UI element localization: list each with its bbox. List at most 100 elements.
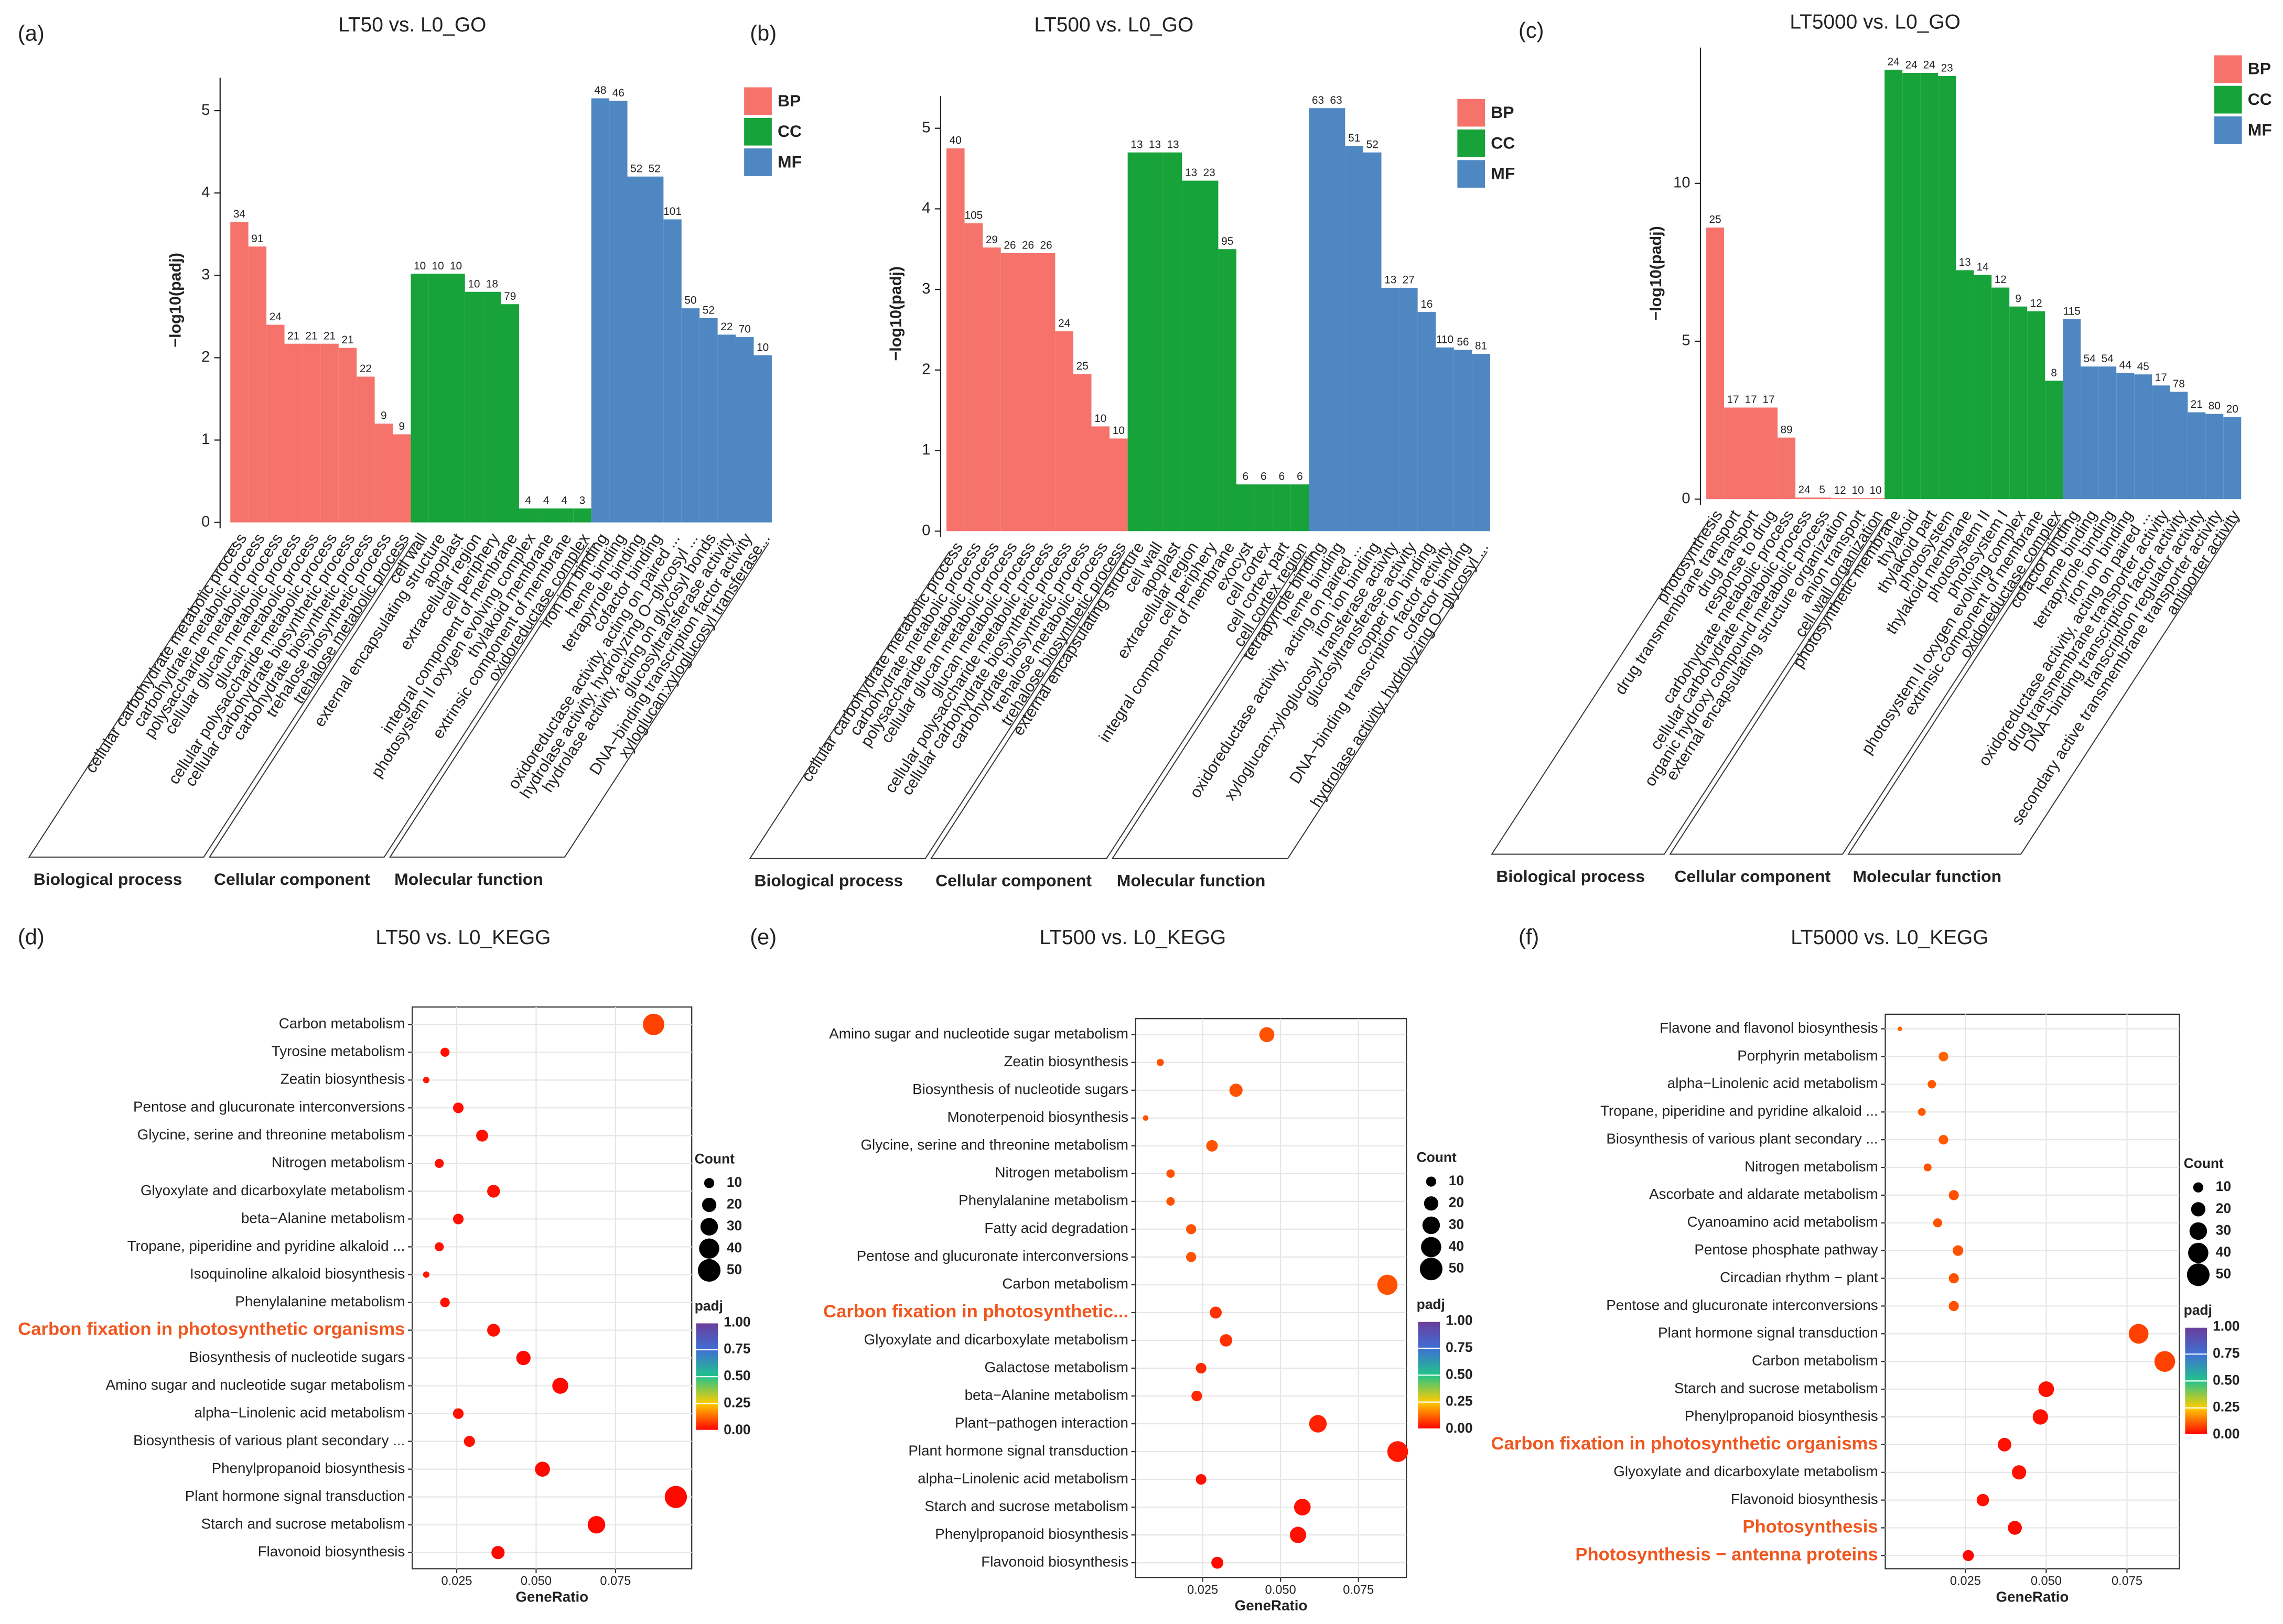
dot <box>476 1129 488 1142</box>
bar <box>1146 152 1164 532</box>
category-label: Pentose and glucuronate interconversions <box>133 1099 405 1115</box>
dot <box>1229 1084 1243 1097</box>
category-label: Isoquinoline alkaloid biosynthesis <box>190 1265 405 1282</box>
dot <box>1186 1252 1197 1262</box>
category-label: Biosynthesis of nucleotide sugars <box>189 1349 405 1365</box>
bar <box>248 246 267 523</box>
size-legend-label: 40 <box>2216 1244 2231 1260</box>
dot <box>1933 1218 1942 1228</box>
bar <box>983 247 1001 532</box>
category-label: Amino sugar and nucleotide sugar metabol… <box>829 1025 1128 1042</box>
category-label: Starch and sucrose metabolism <box>1674 1380 1878 1396</box>
count-label: 52 <box>1366 138 1379 150</box>
count-label: 9 <box>381 410 387 422</box>
dot <box>587 1515 606 1534</box>
legend-label: MF <box>2248 120 2272 139</box>
count-label: 20 <box>2226 403 2238 415</box>
bar <box>736 337 754 523</box>
category-label: Flavonoid biosynthesis <box>258 1543 405 1560</box>
chart-title: LT50 vs. L0_KEGG <box>375 926 551 949</box>
bar <box>447 274 465 523</box>
count-label: 13 <box>1130 138 1143 150</box>
count-label: 23 <box>1941 62 1953 74</box>
count-label: 4 <box>561 494 567 506</box>
chart-title: LT5000 vs. L0_GO <box>1790 11 1960 34</box>
legend-swatch <box>744 87 772 115</box>
category-label: Biosynthesis of various plant secondary … <box>1606 1130 1878 1146</box>
dot <box>1186 1224 1197 1235</box>
chart-title: LT5000 vs. L0_KEGG <box>1791 926 1988 949</box>
legend-label: CC <box>778 122 802 140</box>
group-label: Biological process <box>1496 867 1645 885</box>
x-axis-label: GeneRatio <box>1235 1597 1308 1614</box>
legend-swatch <box>744 117 772 146</box>
y-tick-label: 3 <box>201 266 210 283</box>
count-label: 26 <box>1022 240 1034 252</box>
bar <box>374 424 393 523</box>
count-label: 13 <box>1384 274 1396 286</box>
x-axis-label: GeneRatio <box>1996 1588 2069 1605</box>
y-tick-label: 4 <box>922 200 930 216</box>
category-label: Phenylpropanoid biosynthesis <box>212 1460 405 1476</box>
bar <box>699 318 718 523</box>
category-label: alpha−Linolenic acid metabolism <box>1667 1075 1878 1091</box>
legend-label: BP <box>778 91 801 110</box>
count-label: 8 <box>2051 367 2057 379</box>
count-label: 34 <box>233 208 245 220</box>
bar <box>1849 498 1867 500</box>
category-label: Tyrosine metabolism <box>272 1043 405 1059</box>
count-label: 17 <box>1745 394 1757 406</box>
colorbar-label: 0.75 <box>2213 1345 2239 1361</box>
count-label: 21 <box>306 330 318 342</box>
count-label: 24 <box>1923 59 1935 71</box>
legend-label: BP <box>1491 103 1514 122</box>
bar <box>357 376 375 523</box>
legend-swatch <box>1457 99 1485 127</box>
count-label: 13 <box>1185 167 1197 179</box>
count-label: 110 <box>1436 333 1453 345</box>
bar <box>645 176 664 523</box>
size-legend-dot <box>2191 1202 2206 1217</box>
count-label: 25 <box>1709 214 1721 226</box>
dot <box>453 1214 464 1225</box>
dot <box>1220 1334 1233 1347</box>
size-legend-label: 20 <box>2216 1200 2231 1216</box>
bar <box>1055 331 1073 532</box>
count-label: 81 <box>1475 340 1487 352</box>
bar <box>753 355 772 523</box>
bar <box>465 291 483 523</box>
size-legend-dot <box>697 1259 721 1282</box>
plot-panel <box>1135 1018 1407 1578</box>
count-label: 50 <box>684 295 696 307</box>
count-label: 6 <box>1297 471 1303 483</box>
y-tick-label: 0 <box>201 513 210 530</box>
count-label: 78 <box>2173 378 2185 390</box>
panel-letter: (f) <box>1519 925 1539 949</box>
legend-label: CC <box>1491 133 1515 152</box>
y-tick-label: 0 <box>922 522 930 539</box>
bar <box>609 101 628 523</box>
count-label: 24 <box>1905 59 1918 71</box>
dot <box>1157 1058 1164 1066</box>
panel-letter: (d) <box>18 925 45 949</box>
category-label: Photosynthesis <box>1742 1517 1878 1537</box>
category-label: Photosynthesis − antenna proteins <box>1575 1545 1878 1565</box>
category-label: Circadian rhythm − plant <box>1720 1269 1878 1285</box>
bar <box>1724 407 1742 500</box>
category-label: Plant hormone signal transduction <box>1658 1325 1878 1341</box>
x-axis-label: GeneRatio <box>515 1588 588 1605</box>
dot <box>435 1242 444 1252</box>
bar <box>1867 498 1885 500</box>
category-label: Glycine, serine and threonine metabolism <box>137 1127 405 1143</box>
category-label: beta−Alanine metabolism <box>241 1210 405 1226</box>
group-bracket <box>389 542 770 858</box>
count-label: 13 <box>1959 256 1971 268</box>
group-bracket <box>1491 519 1882 855</box>
bar <box>717 334 736 523</box>
bar <box>230 222 249 523</box>
bar <box>1920 72 1939 500</box>
count-label: 14 <box>1977 261 1989 273</box>
dot <box>453 1102 464 1113</box>
count-label: 23 <box>1203 167 1215 179</box>
dot <box>440 1297 450 1307</box>
